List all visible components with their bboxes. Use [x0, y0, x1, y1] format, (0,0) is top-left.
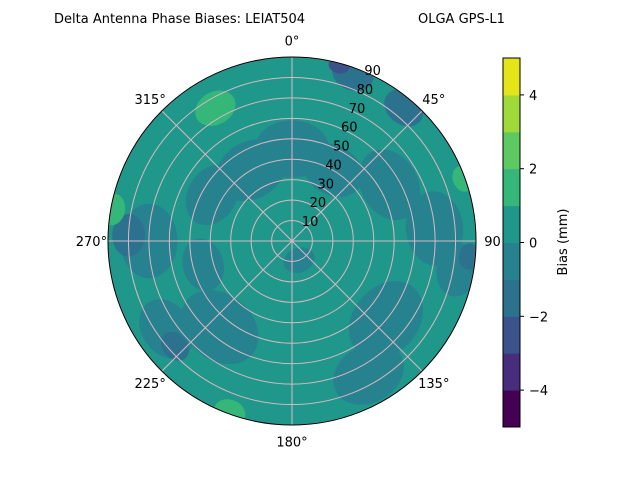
- angular-tick-label: 135°: [418, 377, 449, 392]
- colorbar-band: [503, 168, 520, 207]
- polar-frame: [107, 56, 477, 426]
- colorbar-band: [503, 58, 520, 96]
- contour-region: [358, 149, 421, 221]
- colorbar-tick-label: 2: [529, 163, 537, 178]
- angular-gridline: [161, 110, 293, 242]
- polar-grid: [107, 56, 477, 426]
- radial-tick-label: 60: [341, 121, 358, 136]
- angular-gridline: [291, 110, 423, 242]
- radial-tick-label: 30: [317, 177, 334, 192]
- contour-region: [333, 342, 404, 405]
- radial-tick-label: 80: [357, 83, 374, 98]
- angular-tick-label: 315°: [135, 93, 166, 108]
- contour-region: [182, 238, 225, 292]
- angular-tick-label: 45°: [422, 93, 445, 108]
- angular-tick-label: 225°: [135, 377, 166, 392]
- contour-region: [180, 290, 259, 365]
- colorbar-tick-label: −2: [529, 310, 548, 325]
- tick-labels: 0° 45° 90 135° 180° 225° 270° 315° 10 20 30 40 50 60 7…: [76, 34, 501, 450]
- radial-tick-label: 20: [310, 196, 327, 211]
- colorbar-band: [503, 94, 520, 133]
- angular-gridline: [291, 240, 423, 372]
- contour-region: [160, 331, 190, 361]
- colorbar-tick-label: 4: [529, 89, 537, 104]
- angular-gridline: [161, 240, 293, 372]
- colorbar-tick-label: −4: [529, 384, 548, 399]
- contour-region: [185, 164, 239, 226]
- radial-tick-label: 90: [364, 64, 381, 79]
- radial-tick-label: 10: [302, 215, 319, 230]
- radial-tick-label: 70: [349, 102, 366, 117]
- chart-title-left: Delta Antenna Phase Biases: LEIAT504: [54, 12, 305, 27]
- contour-region: [108, 193, 126, 226]
- angular-tick-label: 90: [484, 235, 501, 250]
- radial-tick-label: 50: [333, 140, 350, 155]
- colorbar-band: [503, 390, 520, 428]
- colorbar-band: [503, 353, 520, 391]
- colorbar-band: [503, 316, 520, 354]
- colorbar-tick-label: 0: [529, 237, 537, 252]
- angular-tick-label: 180°: [276, 436, 307, 451]
- colorbar-band: [503, 131, 520, 170]
- radial-tick-label: 40: [325, 158, 342, 173]
- chart-title-right: OLGA GPS-L1: [418, 12, 505, 27]
- colorbar: −4 −2 0 2 4: [502, 57, 548, 428]
- colorbar-band: [503, 242, 520, 280]
- colorbar-band: [503, 205, 520, 243]
- colorbar-label: Bias (mm): [556, 209, 571, 276]
- angular-tick-label: 270°: [76, 235, 107, 250]
- colorbar-band: [503, 279, 520, 317]
- angular-tick-label: 0°: [285, 34, 300, 49]
- contour-region: [195, 90, 236, 126]
